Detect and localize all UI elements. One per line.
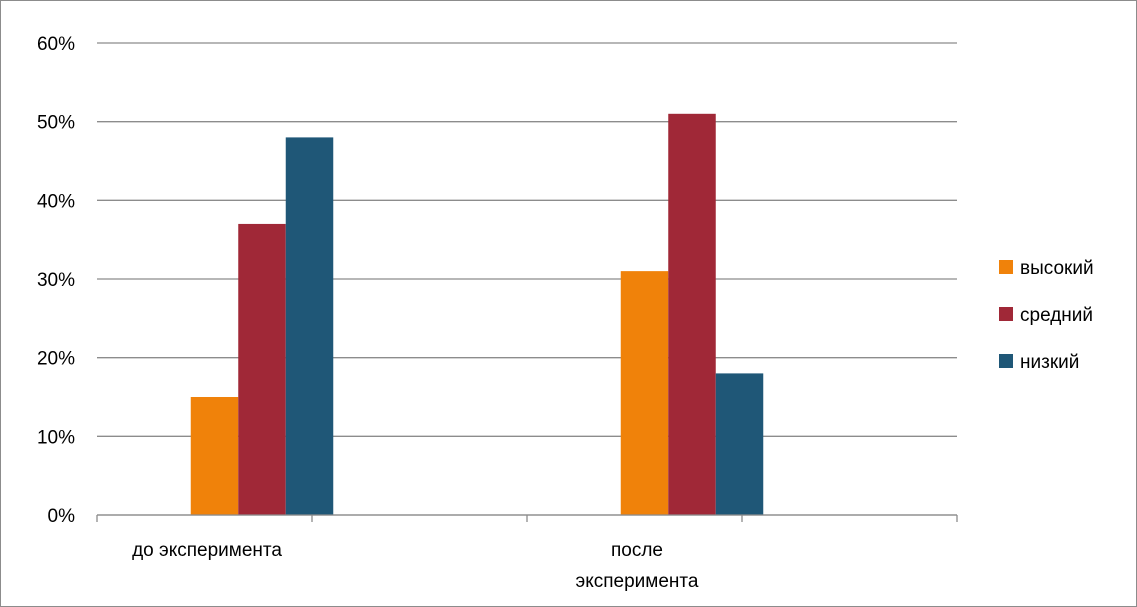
- bars: [190, 113, 764, 516]
- bar-низкий: [285, 137, 334, 515]
- x-tick-label-line: после: [611, 540, 663, 561]
- legend-label: средний: [1020, 305, 1093, 326]
- x-tick-label-line: до эксперимента: [132, 540, 282, 561]
- legend: высокий средний низкий: [999, 258, 1094, 373]
- legend-swatch: [999, 307, 1013, 321]
- y-tick-label: 40%: [37, 191, 75, 212]
- x-tick-label-line: эксперимента: [576, 571, 699, 592]
- legend-swatch: [999, 260, 1013, 274]
- legend-label: высокий: [1020, 258, 1094, 279]
- y-axis-tick-labels: 0% 10% 20% 30% 40% 50% 60%: [37, 34, 75, 527]
- y-tick-label: 30%: [37, 270, 75, 291]
- x-tick-label: после эксперимента: [576, 540, 699, 592]
- x-axis: [96, 514, 958, 522]
- y-tick-label: 60%: [37, 34, 75, 55]
- bar-средний: [238, 223, 286, 515]
- bar-высокий: [190, 397, 239, 515]
- y-tick-label: 0%: [48, 506, 76, 527]
- legend-swatch: [999, 354, 1013, 368]
- bar-средний: [668, 113, 716, 516]
- bar-высокий: [620, 271, 669, 515]
- y-tick-label: 50%: [37, 113, 75, 134]
- legend-label: низкий: [1020, 352, 1079, 373]
- y-tick-label: 20%: [37, 349, 75, 370]
- x-axis-tick-labels: до эксперимента после эксперимента: [132, 540, 699, 592]
- x-tick-label: до эксперимента: [132, 540, 282, 561]
- bar-низкий: [715, 373, 764, 515]
- y-tick-label: 10%: [37, 427, 75, 448]
